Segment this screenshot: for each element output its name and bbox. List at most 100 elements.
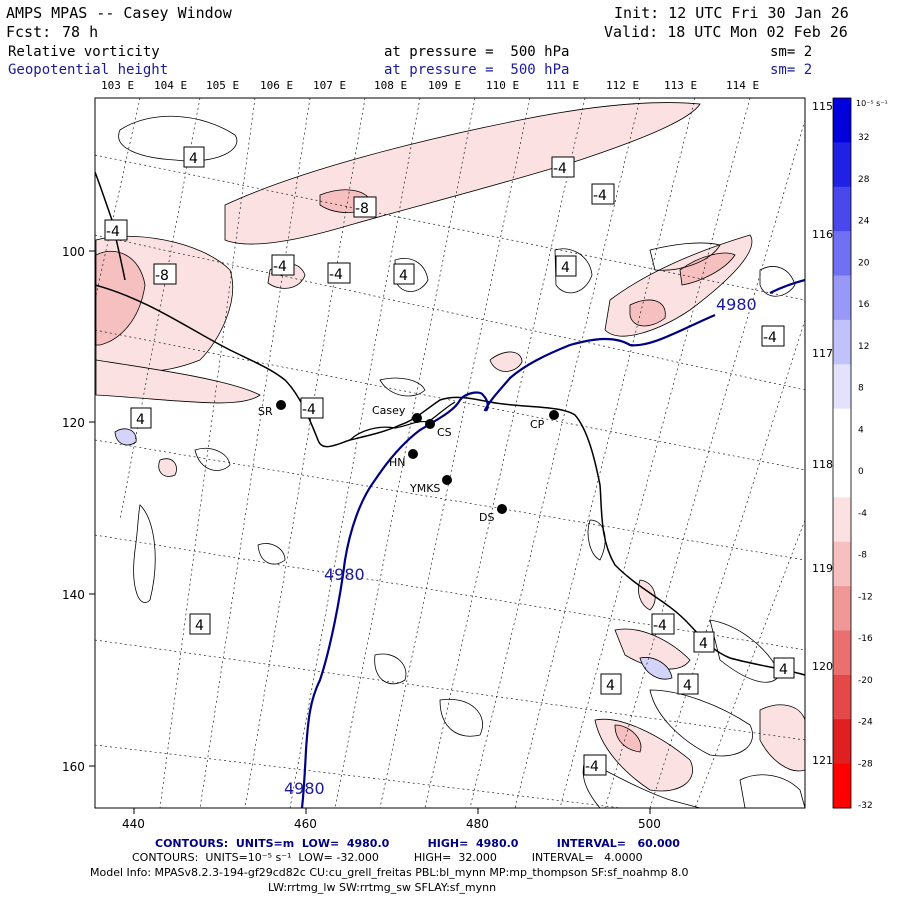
station-sr: SR xyxy=(258,400,286,418)
station-label: YMKS xyxy=(409,482,440,495)
colorbar-label: 16 xyxy=(858,300,870,310)
svg-text:4: 4 xyxy=(189,151,198,167)
svg-text:-4: -4 xyxy=(585,759,599,775)
field2-smoothing: sm= 2 xyxy=(770,62,813,78)
station-label: HN xyxy=(389,456,406,469)
contour-label-box: -4 xyxy=(583,754,607,776)
svg-text:-4: -4 xyxy=(106,224,120,240)
svg-text:4: 4 xyxy=(195,618,204,634)
colorbar-label: -16 xyxy=(858,634,873,644)
contour-label-box: -4 xyxy=(0,0,14,4)
contour-label-box: 4 xyxy=(773,657,795,679)
colorbar-block xyxy=(833,98,851,143)
contour-label-box: -4 xyxy=(271,254,295,276)
contour-label-box: 4 xyxy=(693,631,715,653)
contour-label-box: -4 xyxy=(551,156,575,178)
x-tick-label: 480 xyxy=(466,817,489,831)
colorbar-label: 32 xyxy=(858,133,869,143)
svg-text:-8: -8 xyxy=(355,201,369,217)
contour-label-box: 4 xyxy=(677,673,699,695)
contour-label-box: -4 xyxy=(651,613,675,635)
x-tick-label: 440 xyxy=(122,817,145,831)
height-contour-info: CONTOURS: UNITS=m LOW= 4980.0 HIGH= 4980… xyxy=(155,837,680,850)
colorbar-label: -8 xyxy=(858,551,867,561)
svg-text:4: 4 xyxy=(606,678,615,694)
forecast-hour: 78 h xyxy=(62,23,99,41)
lon-label: 107 E xyxy=(313,79,347,92)
vorticity-shading-positive xyxy=(114,428,673,680)
field1-level: at pressure = 500 hPa xyxy=(384,44,570,60)
station-label: DS xyxy=(479,511,494,524)
init-time: Init: 12 UTC Fri 30 Jan 26 xyxy=(614,4,849,22)
field1-smoothing: sm= 2 xyxy=(770,44,813,60)
colorbar-block xyxy=(833,319,851,365)
coastline-inlet xyxy=(349,401,456,441)
vorticity-shading-negative xyxy=(95,102,805,792)
lon-label: 108 E xyxy=(374,79,408,92)
model-info: Model Info: MPASv8.2.3-194-gf29cd82c CU:… xyxy=(90,866,689,879)
contour-label-box: -8 xyxy=(353,196,377,218)
colorbar: 10⁻⁵ s⁻¹ 32 28 24 20 16 12 8 4 0 -4 -8 -12 -16 -20 -24… xyxy=(832,97,888,811)
colorbar-block xyxy=(833,719,851,765)
vorticity-contour-lines xyxy=(118,115,805,808)
lon-label: 103 E xyxy=(101,79,135,92)
contour-label-box: 4 xyxy=(0,0,9,4)
colorbar-block xyxy=(833,541,851,587)
station-label: CP xyxy=(530,418,545,431)
svg-text:4: 4 xyxy=(136,412,145,428)
lon-label: 114 E xyxy=(726,79,760,92)
lon-label: 109 E xyxy=(428,79,462,92)
height-label: 4980 xyxy=(716,295,757,314)
svg-text:-4: -4 xyxy=(653,618,667,634)
map-title: AMPS MPAS -- Casey Window xyxy=(6,4,232,22)
svg-text:-4: -4 xyxy=(763,330,777,346)
svg-text:-4: -4 xyxy=(302,402,316,418)
colorbar-label: 20 xyxy=(858,258,870,268)
lon-label: 112 E xyxy=(606,79,640,92)
lon-label: 106 E xyxy=(260,79,294,92)
model-info-radiation: LW:rrtmg_lw SW:rrtmg_sw SFLAY:sf_mynn xyxy=(268,881,497,894)
contour-labels: 4 -4 -8 -8 -4 -4 4 4 -4 -4 -4 -4 4 -4 4 … xyxy=(0,0,795,776)
height-label: 4980 xyxy=(284,779,325,798)
axis-ticks xyxy=(89,250,651,814)
colorbar-blocks xyxy=(833,98,851,809)
contour-label-box: 4 xyxy=(600,673,622,695)
contour-label-box: 4 xyxy=(189,613,211,635)
graticule-meridians xyxy=(95,98,805,808)
x-tick-label: 460 xyxy=(294,817,317,831)
contour-label-box: -4 xyxy=(327,262,351,284)
station-cp: CP xyxy=(530,410,559,431)
colorbar-label: 4 xyxy=(858,425,864,435)
colorbar-label: 24 xyxy=(858,217,870,227)
height-label: 4980 xyxy=(324,565,365,584)
map-content xyxy=(95,98,805,808)
lon-label: 111 E xyxy=(546,79,580,92)
y-tick-label: 160 xyxy=(62,760,85,774)
colorbar-block xyxy=(833,586,851,631)
colorbar-label: -4 xyxy=(858,509,867,519)
station-cs: CS xyxy=(425,419,452,439)
colorbar-block xyxy=(833,453,851,498)
svg-text:-8: -8 xyxy=(155,268,169,284)
station-ymks: YMKS xyxy=(409,475,452,495)
colorbar-block xyxy=(833,497,851,543)
lon-label: 105 E xyxy=(206,79,240,92)
y-tick-label: 100 xyxy=(62,245,85,259)
vorticity-contour-info: CONTOURS: UNITS=10⁻⁵ s⁻¹ LOW= -32.000 HI… xyxy=(132,851,643,864)
colorbar-label: 12 xyxy=(858,342,869,352)
svg-text:4: 4 xyxy=(399,268,408,284)
contour-label-box: 4 xyxy=(555,255,577,277)
contour-label-box: -4 xyxy=(300,397,324,419)
plot-frame xyxy=(94,97,806,809)
colorbar-label: 8 xyxy=(858,384,864,394)
svg-text:4: 4 xyxy=(683,678,692,694)
contour-label-box: 4 xyxy=(130,407,152,429)
station-hn: HN xyxy=(389,449,418,469)
station-ds: DS xyxy=(479,504,507,524)
colorbar-labels: 32 28 24 20 16 12 8 4 0 -4 -8 -12 -16 -20 -24 -28 -32 xyxy=(858,133,873,811)
x-tick-label: 500 xyxy=(638,817,661,831)
colorbar-block xyxy=(833,275,851,321)
y-tick-label: 120 xyxy=(62,416,85,430)
svg-text:4: 4 xyxy=(561,260,570,276)
